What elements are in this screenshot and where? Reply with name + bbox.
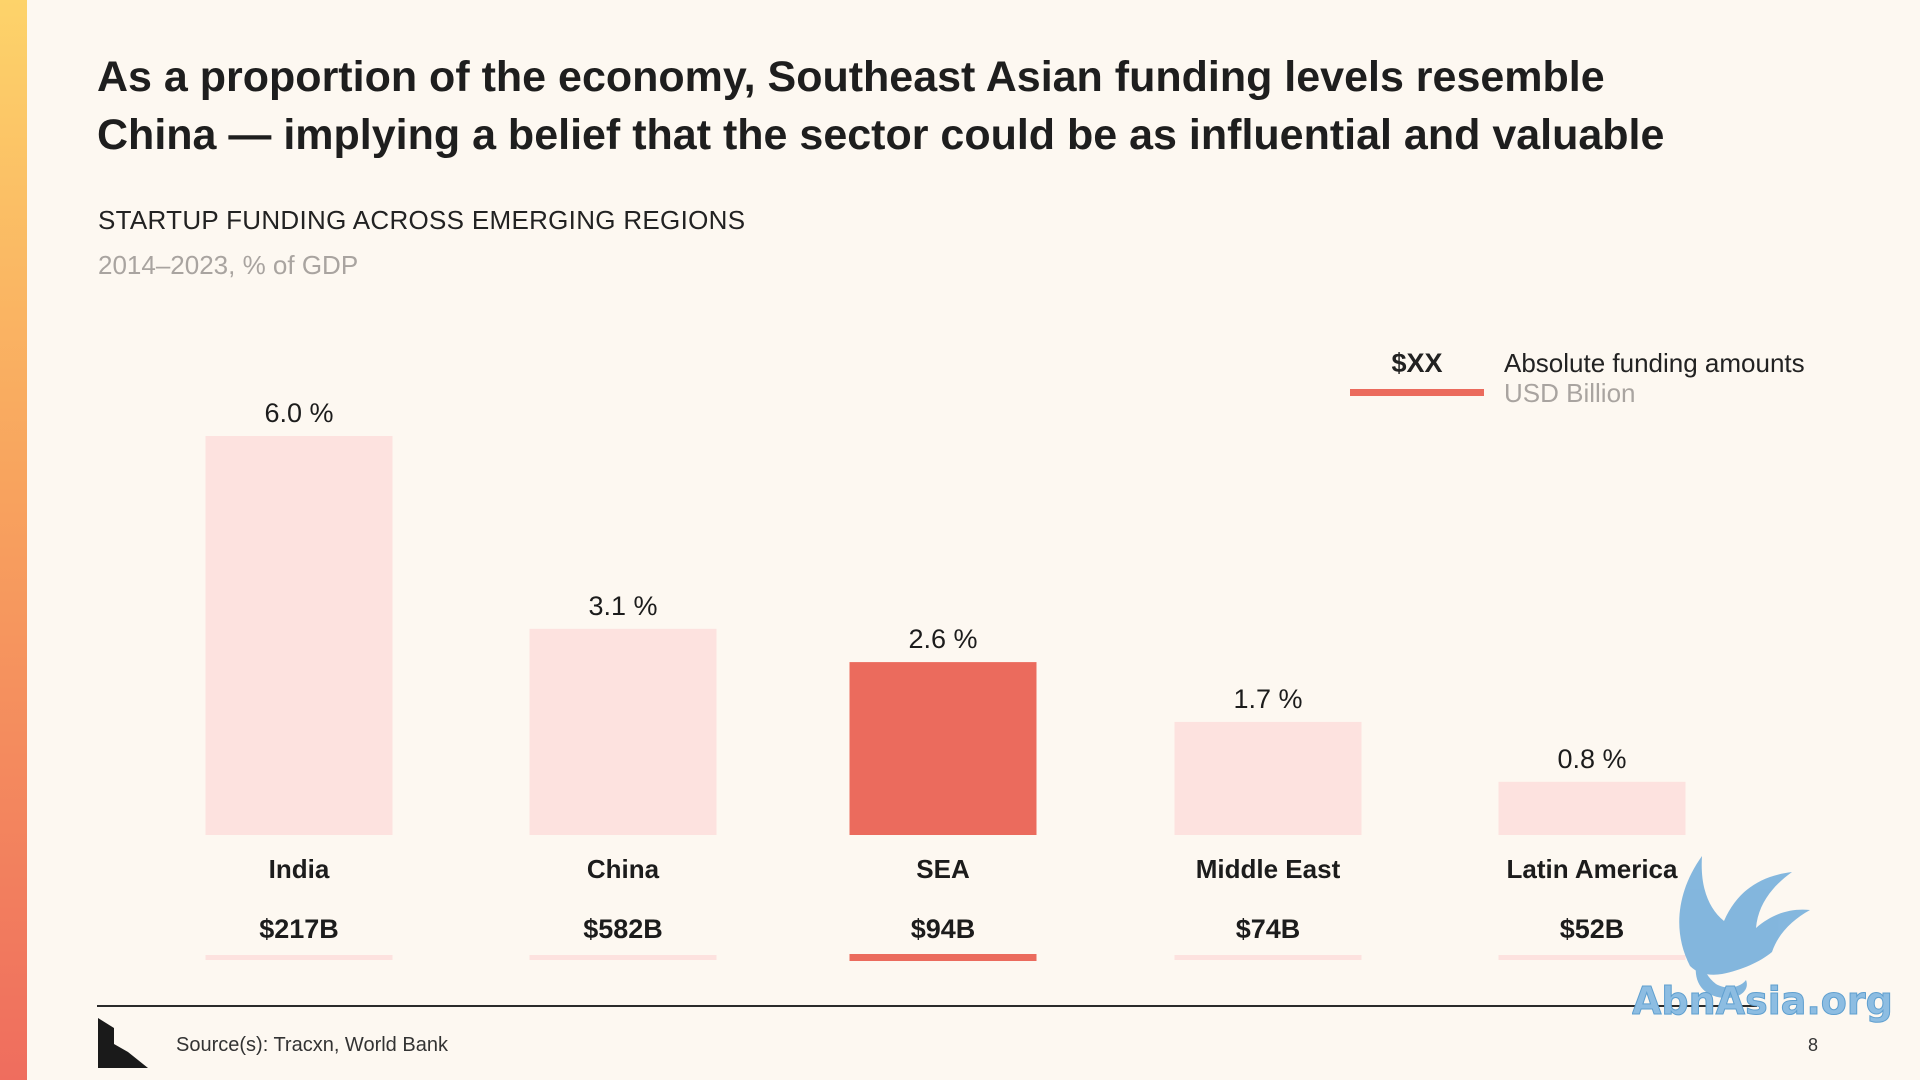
funding-underline-india: [205, 955, 393, 960]
funding-underline-middle-east: [1174, 955, 1362, 960]
funding-underline-sea: [849, 954, 1037, 961]
funding-label-latin-america: $52B: [1560, 914, 1625, 944]
legend-sample-value: $XX: [1391, 348, 1443, 378]
source-note: Source(s): Tracxn, World Bank: [176, 1034, 448, 1056]
value-label-china: 3.1 %: [588, 591, 657, 621]
watermark-text: AbnAsia.org: [1632, 979, 1893, 1023]
footer-divider: [97, 1005, 1757, 1007]
headline-line-1: As a proportion of the economy, Southeas…: [97, 53, 1605, 101]
page-number: 8: [1808, 1035, 1819, 1055]
value-label-india: 6.0 %: [264, 398, 333, 428]
bar-china: [529, 628, 717, 835]
category-label-latin-america: Latin America: [1507, 854, 1679, 884]
funding-underline-china: [529, 955, 717, 960]
legend-sample-line: [1350, 389, 1484, 396]
category-label-india: India: [269, 854, 330, 884]
funding-label-china: $582B: [583, 914, 663, 944]
bar-middle-east: [1174, 721, 1362, 835]
chart-legend: $XX Absolute funding amounts USD Billion: [1350, 348, 1870, 408]
legend-sample: $XX: [1350, 348, 1484, 396]
chart-subtitle: 2014–2023, % of GDP: [98, 250, 359, 280]
chart-title: STARTUP FUNDING ACROSS EMERGING REGIONS: [98, 205, 746, 235]
bar-latin-america: [1498, 781, 1686, 835]
value-label-sea: 2.6 %: [908, 624, 977, 654]
stepped-corner-logo-icon: [98, 1018, 148, 1073]
legend-unit: USD Billion: [1504, 378, 1636, 408]
category-label-middle-east: Middle East: [1196, 854, 1341, 884]
watermark: AbnAsia.org: [1632, 836, 1920, 1031]
lion-wings-watermark-icon: [1679, 856, 1810, 999]
category-label-sea: SEA: [916, 854, 970, 884]
value-label-middle-east: 1.7 %: [1233, 684, 1302, 714]
accent-stripe: [0, 0, 27, 1080]
headline-line-2: China — implying a belief that the secto…: [97, 111, 1665, 159]
funding-underline-latin-america: [1498, 955, 1686, 960]
funding-label-middle-east: $74B: [1236, 914, 1301, 944]
legend-label: Absolute funding amounts: [1504, 348, 1805, 378]
bar-sea: [849, 662, 1037, 835]
category-label-china: China: [587, 854, 660, 884]
slide-headline: As a proportion of the economy, Southeas…: [97, 48, 1817, 164]
bar-india: [205, 436, 393, 835]
value-label-latin-america: 0.8 %: [1557, 744, 1626, 774]
funding-label-india: $217B: [259, 914, 339, 944]
legend-text: Absolute funding amounts USD Billion: [1504, 348, 1805, 408]
funding-label-sea: $94B: [911, 914, 976, 944]
